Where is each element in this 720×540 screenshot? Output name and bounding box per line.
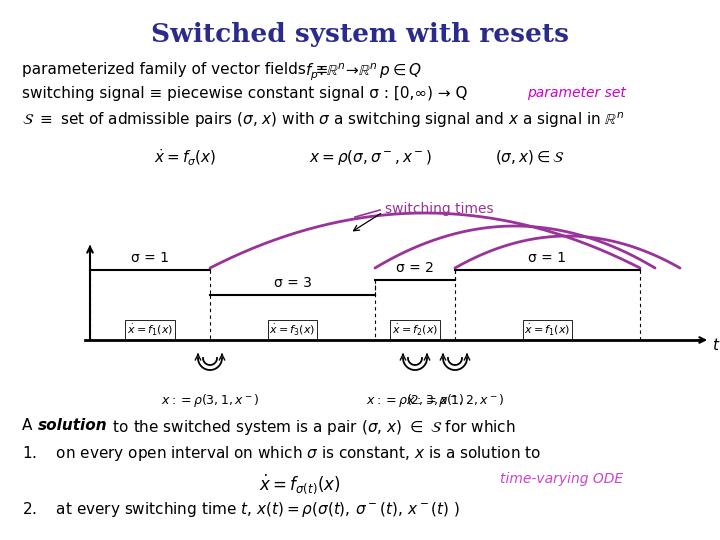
Text: $x := \rho(2, 3, x^-)$: $x := \rho(2, 3, x^-)$ <box>366 392 464 409</box>
Text: $\dot{x} = f_1(x)$: $\dot{x} = f_1(x)$ <box>524 322 570 337</box>
Text: $(\sigma, x) \in \mathcal{S}$: $(\sigma, x) \in \mathcal{S}$ <box>495 148 565 166</box>
Text: A: A <box>22 418 37 433</box>
Text: 1.    on every open interval on which $\sigma$ is constant, $x$ is a solution to: 1. on every open interval on which $\sig… <box>22 444 541 463</box>
Text: $\dot{x} = f_2(x)$: $\dot{x} = f_2(x)$ <box>392 322 438 337</box>
Text: σ = 1: σ = 1 <box>528 251 567 265</box>
Text: to the switched system is a pair ($\sigma$, $x$) $\in$ $\mathcal{S}$ for which: to the switched system is a pair ($\sigm… <box>108 418 516 437</box>
Text: σ = 1: σ = 1 <box>131 251 169 265</box>
Text: $\dot{x} = f_\sigma(x)$: $\dot{x} = f_\sigma(x)$ <box>154 148 216 168</box>
Text: t: t <box>712 338 718 353</box>
Text: $\dot{x} = f_3(x)$: $\dot{x} = f_3(x)$ <box>269 322 315 337</box>
Text: 2.    at every switching time $t$, $x(t) = \rho(\sigma(t),\, \sigma^-(t),\, x^-(: 2. at every switching time $t$, $x(t) = … <box>22 500 460 519</box>
Text: solution: solution <box>38 418 107 433</box>
Text: $\mathcal{S}$ $\equiv$ set of admissible pairs ($\sigma$, $x$) with $\sigma$ a s: $\mathcal{S}$ $\equiv$ set of admissible… <box>22 110 624 130</box>
Text: parameterized family of vector fields  ≡: parameterized family of vector fields ≡ <box>22 62 333 77</box>
Text: Switched system with resets: Switched system with resets <box>151 22 569 47</box>
Text: parameter set: parameter set <box>527 86 626 100</box>
Text: $f_p\!:\mathbb{R}^n\!\to\!\mathbb{R}^n\,p\in Q$: $f_p\!:\mathbb{R}^n\!\to\!\mathbb{R}^n\,… <box>305 62 422 83</box>
Text: switching times: switching times <box>385 202 494 216</box>
Text: $x := \rho(3, 1, x^-)$: $x := \rho(3, 1, x^-)$ <box>161 392 259 409</box>
Text: $x = \rho(\sigma, \sigma^-, x^-)$: $x = \rho(\sigma, \sigma^-, x^-)$ <box>309 148 431 167</box>
Text: switching signal ≡ piecewise constant signal σ : [0,∞) → Q: switching signal ≡ piecewise constant si… <box>22 86 467 101</box>
Text: $\dot{x} = f_{\sigma(t)}(x)$: $\dot{x} = f_{\sigma(t)}(x)$ <box>259 472 341 496</box>
Text: time-varying ODE: time-varying ODE <box>500 472 623 486</box>
Text: σ = 2: σ = 2 <box>396 261 434 275</box>
Text: σ = 3: σ = 3 <box>274 276 312 290</box>
Text: $x := \rho(1, 2, x^-)$: $x := \rho(1, 2, x^-)$ <box>406 392 504 409</box>
Text: $\dot{x} = f_1(x)$: $\dot{x} = f_1(x)$ <box>127 322 173 337</box>
